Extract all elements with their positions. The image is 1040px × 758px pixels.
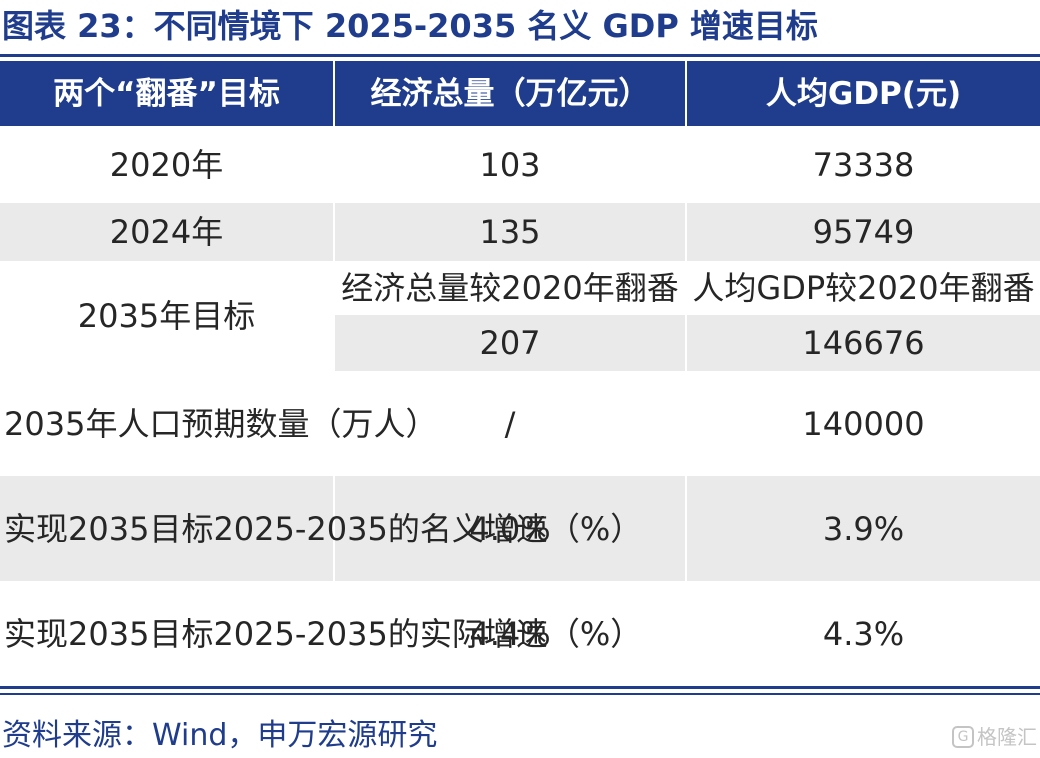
table-row: 2020年 103 73338 [0,126,1040,203]
row-label: 2020年 [0,126,335,203]
watermark-logo-icon: G [952,726,974,748]
table-bottom-rule [0,686,1040,689]
watermark-text: 格隆汇 [977,725,1037,749]
per-capita-cell: 4.3% [686,581,1040,686]
gdp-cell: 207 [334,315,687,371]
row-label: 2035年人口预期数量（万人） [0,371,437,476]
per-capita-cell: 95749 [686,203,1040,261]
per-capita-cell: 146676 [686,315,1040,371]
gdp-cell: 135 [334,203,687,261]
header-gdp-total: 经济总量（万亿元） [334,61,687,126]
table-header-row: 两个“翻番”目标 经济总量（万亿元） 人均GDP(元) [0,61,1040,126]
table-row: 2035年目标 经济总量较2020年翻番 人均GDP较2020年翻番 [0,261,1040,371]
title-divider [0,54,1040,57]
per-capita-cell: 140000 [686,371,1040,476]
page-title: 图表 23：不同情境下 2025-2035 名义 GDP 增速目标 [2,7,818,45]
table-row: 207 146676 [0,315,1040,371]
table-row: 实现2035目标2025-2035的实际增速（%） 4.4% 4.3% [0,581,1040,686]
watermark: G 格隆汇 [952,724,1037,750]
per-capita-cell: 73338 [686,126,1040,203]
table-row: 实现2035目标2025-2035的名义增速（%） 4.0% 3.9% [0,476,1040,581]
gdp-note-cell: 经济总量较2020年翻番 [334,261,687,315]
gdp-cell: / [334,371,687,476]
row-label: 实现2035目标2025-2035的名义增速（%） [0,476,642,581]
per-capita-note-cell: 人均GDP较2020年翻番 [686,261,1040,315]
row-label: 实现2035目标2025-2035的实际增速（%） [0,581,642,686]
gdp-cell: 4.4% [334,581,687,686]
table-row: 2035年人口预期数量（万人） / 140000 [0,371,1040,476]
gdp-cell: 103 [334,126,687,203]
header-target: 两个“翻番”目标 [0,61,335,126]
row-label: 2035年目标 [0,261,335,371]
per-capita-cell: 3.9% [686,476,1040,581]
header-per-capita: 人均GDP(元) [686,61,1040,126]
table-row: 2024年 135 95749 [0,203,1040,261]
source-note: 资料来源：Wind，申万宏源研究 [2,718,438,753]
gdp-cell: 4.0% [334,476,687,581]
gdp-target-table: 两个“翻番”目标 经济总量（万亿元） 人均GDP(元) 2020年 103 73… [0,61,1040,686]
table-bottom-rule-thin [0,693,1040,695]
row-label: 2024年 [0,203,335,261]
